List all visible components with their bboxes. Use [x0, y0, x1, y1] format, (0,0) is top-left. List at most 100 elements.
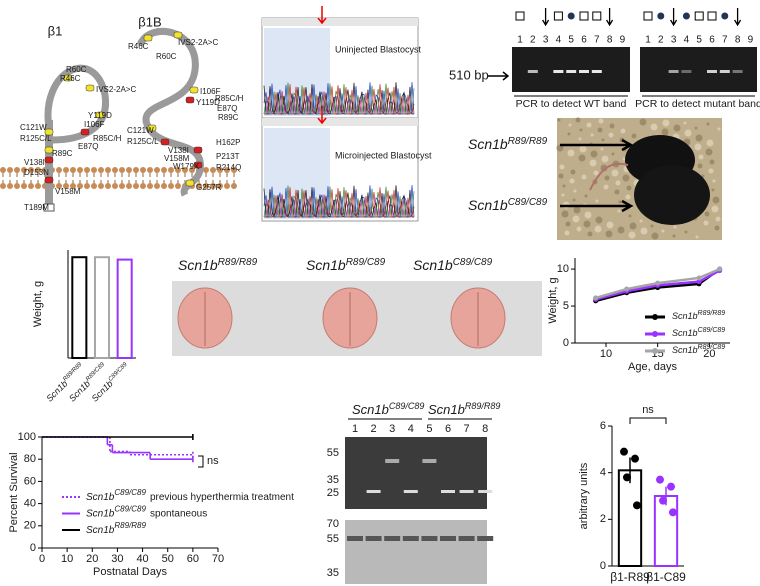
- pebble: [572, 215, 580, 223]
- band: [347, 536, 363, 541]
- bar: [71, 256, 88, 360]
- lipid-head: [7, 183, 13, 189]
- lipid-head: [217, 167, 223, 173]
- pebble: [601, 155, 609, 163]
- lipid-head: [77, 167, 83, 173]
- pebble: [595, 216, 603, 224]
- trace: [263, 185, 414, 219]
- mw-marker: 35: [327, 474, 339, 486]
- mutation-site: [95, 111, 105, 119]
- pebble: [601, 138, 605, 142]
- arrow: [317, 6, 327, 25]
- lipid-head: [210, 183, 216, 189]
- genotype: C89/C89: [107, 361, 128, 382]
- y-tick-label: 0: [563, 337, 569, 349]
- pebble: [706, 122, 710, 126]
- gene-name: Scn1b: [86, 525, 115, 536]
- mutation-site: [80, 128, 90, 136]
- annotation: ns: [207, 455, 219, 467]
- mutation-site: [189, 86, 199, 94]
- pebble: [573, 206, 581, 214]
- lipid-head: [84, 183, 90, 189]
- pebble: [661, 128, 669, 136]
- lipid-head: [91, 167, 97, 173]
- lipid-head: [0, 167, 6, 173]
- bar: [617, 469, 643, 568]
- pebble: [683, 121, 687, 125]
- y-tick-label: 4: [600, 467, 606, 479]
- data-point: [696, 279, 702, 285]
- y-axis-label: Percent Survival: [8, 452, 20, 532]
- pebble: [584, 194, 588, 198]
- x-axis-label: Age, days: [628, 361, 677, 373]
- x-tick-label: β1-R89: [610, 570, 650, 584]
- mutation-label: R214Q: [216, 163, 241, 172]
- genotype: R89/R89: [508, 136, 548, 147]
- gene-name: Scn1b: [672, 328, 698, 338]
- lane-number: 4: [684, 35, 690, 46]
- legend-label: Scn1bC89/C89 spontaneous: [86, 505, 207, 520]
- pebble: [567, 132, 571, 136]
- lane-number: 9: [748, 35, 754, 46]
- genotype-label: Scn1bR89/R89: [178, 257, 258, 273]
- band: [366, 490, 381, 493]
- mutation-site: [44, 176, 54, 184]
- pebble: [593, 170, 599, 176]
- lipid-head: [196, 183, 202, 189]
- pebble: [673, 225, 677, 229]
- genotype: R89/C89: [346, 257, 386, 268]
- pebble: [562, 184, 566, 188]
- gene-name: Scn1b: [468, 197, 508, 213]
- arrow: [560, 138, 634, 152]
- mutation-site: [44, 128, 54, 136]
- pebble: [622, 174, 630, 182]
- protein-stalk: [45, 120, 53, 210]
- mouse-tail: [589, 162, 629, 191]
- lipid-head: [161, 183, 167, 189]
- lipid-head: [28, 167, 34, 173]
- protein-loop: [44, 64, 109, 144]
- gene-name: Scn1b: [413, 257, 453, 273]
- symbol: [707, 11, 717, 21]
- band: [458, 536, 475, 541]
- pebble: [712, 179, 716, 183]
- lipid-head: [154, 183, 160, 189]
- band: [719, 70, 730, 73]
- lipid-head: [168, 183, 174, 189]
- chromatogram-header: [262, 118, 418, 126]
- lane-number: 7: [722, 35, 728, 46]
- mutation-label: R89C: [218, 113, 239, 122]
- trace: [263, 185, 415, 218]
- symbol: [643, 11, 653, 21]
- lipid-head: [175, 183, 181, 189]
- trace: [263, 82, 414, 116]
- pebble: [709, 159, 715, 165]
- gene-name: Scn1b: [672, 311, 698, 321]
- band: [668, 70, 679, 73]
- data-point: [669, 508, 677, 517]
- x-axis-label: Postnatal Days: [93, 566, 167, 578]
- chromatogram-label: Microinjected Blastocyst: [335, 150, 432, 160]
- gel-caption: PCR to detect WT band: [516, 98, 627, 110]
- mutation-label: IVS2-2A>C: [178, 38, 218, 47]
- pebble: [639, 118, 647, 126]
- lane-number: 1: [517, 35, 523, 46]
- mutation-label: I106F: [84, 120, 105, 129]
- lane-number: 3: [543, 35, 549, 46]
- pebble: [561, 193, 565, 197]
- mutation-site: [193, 161, 203, 169]
- note: previous hyperthermia treatment: [150, 492, 294, 503]
- chromatogram-header: [262, 18, 418, 26]
- lane-number: 4: [556, 35, 562, 46]
- lipid-head: [203, 167, 209, 173]
- lane-number: 8: [735, 35, 741, 46]
- pebble: [598, 118, 604, 124]
- band: [365, 536, 382, 541]
- band: [553, 70, 564, 73]
- protein-title: β1B: [138, 14, 161, 29]
- mw-marker: 70: [327, 518, 339, 530]
- lipid-head: [14, 183, 20, 189]
- lipid-head: [119, 167, 125, 173]
